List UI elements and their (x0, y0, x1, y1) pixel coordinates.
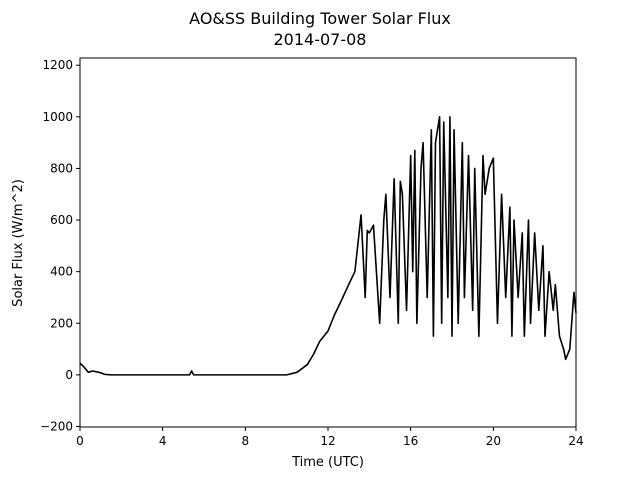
x-tick-label: 12 (320, 434, 335, 448)
x-tick-label: 20 (486, 434, 501, 448)
x-tick-label: 0 (76, 434, 84, 448)
chart-subtitle: 2014-07-08 (274, 30, 367, 49)
y-tick-label: 200 (50, 316, 73, 330)
y-axis-label: Solar Flux (W/m^2) (11, 179, 26, 307)
x-axis-label: Time (UTC) (291, 455, 364, 470)
y-tick-label: 800 (50, 161, 73, 175)
y-tick-label: −200 (40, 419, 73, 433)
y-tick-label: 400 (50, 265, 73, 279)
y-tick-label: 0 (65, 368, 73, 382)
y-tick-label: 1200 (42, 58, 73, 72)
plot-frame (79, 57, 577, 428)
chart-title: AO&SS Building Tower Solar Flux (189, 9, 451, 28)
y-tick-label: 600 (50, 213, 73, 227)
data-line (79, 116, 577, 376)
x-tick-label: 16 (403, 434, 418, 448)
x-tick-label: 24 (568, 434, 583, 448)
x-tick-label: 4 (159, 434, 167, 448)
y-tick-label: 1000 (42, 110, 73, 124)
x-tick-label: 8 (242, 434, 250, 448)
